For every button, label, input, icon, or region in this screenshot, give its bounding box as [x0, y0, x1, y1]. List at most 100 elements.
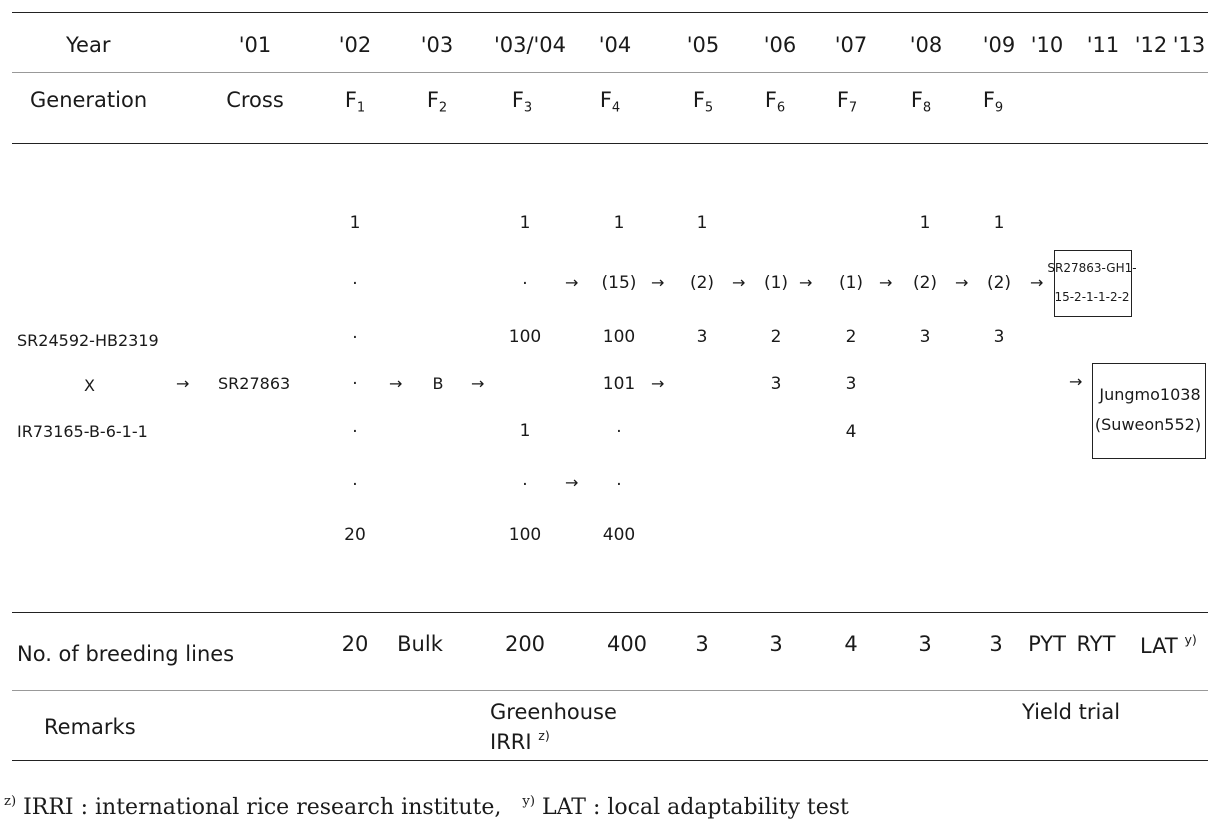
generation-cell: F9	[982, 88, 1004, 116]
generation-label: Generation	[30, 88, 148, 112]
f9-selection: (2)	[986, 273, 1012, 293]
arrow: →	[879, 273, 893, 292]
year-col: '01	[238, 33, 272, 57]
generation-cell: F5	[692, 88, 714, 116]
arrow: →	[651, 374, 665, 393]
f1-bottom: 20	[344, 525, 366, 545]
f4-mid1: 100	[602, 327, 636, 347]
f3-top: 1	[519, 213, 531, 233]
parent1-label: SR24592-HB2319	[17, 331, 159, 350]
lines-cell: 3	[918, 632, 932, 656]
footnote-mark: z)	[4, 794, 17, 809]
footnote-text: LAT : local adaptability test	[541, 795, 849, 821]
header-bottom-rule	[12, 143, 1208, 144]
year-col: '13	[1172, 33, 1206, 57]
year-col: '02	[338, 33, 372, 57]
lines-divider	[12, 690, 1208, 691]
lines-label: No. of breeding lines	[17, 642, 235, 666]
lines-cell: 20	[341, 632, 369, 656]
f8-selection: (2)	[912, 273, 938, 293]
cross-name: SR27863	[218, 374, 291, 393]
f4-bottom: 400	[602, 525, 636, 545]
year-col: '03	[420, 33, 454, 57]
year-col: '11	[1086, 33, 1120, 57]
greenhouse-label: Greenhouse	[490, 700, 617, 724]
f7-selection: (1)	[838, 273, 864, 293]
f3-bottom: 100	[508, 525, 542, 545]
parent2-label: IR73165-B-6-1-1	[17, 422, 148, 441]
generation-cell: F1	[344, 88, 366, 116]
dot: ·	[352, 374, 358, 394]
arrow: →	[732, 273, 746, 292]
year-col: '07	[834, 33, 868, 57]
year-col: '04	[598, 33, 632, 57]
arrow: →	[471, 374, 485, 393]
dot: ·	[522, 475, 528, 495]
ryt-label: RYT	[1076, 632, 1116, 656]
arrow: →	[799, 273, 813, 292]
arrow: →	[1030, 273, 1044, 292]
header-divider	[12, 72, 1208, 73]
year-col: '06	[763, 33, 797, 57]
f8-mid: 3	[919, 327, 931, 347]
dot: ·	[616, 422, 622, 442]
f8-top: 1	[919, 213, 931, 233]
f4-mid2: 101	[602, 374, 636, 394]
arrow: →	[1069, 372, 1083, 391]
dot: ·	[352, 475, 358, 495]
generation-cell: F8	[910, 88, 932, 116]
body-bottom-rule	[12, 612, 1208, 613]
dot: ·	[352, 274, 358, 294]
top-rule	[12, 12, 1208, 13]
f7-mid2: 3	[845, 374, 857, 394]
f9-top: 1	[993, 213, 1005, 233]
generation-cell: F7	[836, 88, 858, 116]
arrow: →	[955, 273, 969, 292]
lines-cell: 200	[504, 632, 546, 656]
variety-name: Jungmo1038	[1099, 385, 1201, 404]
dot: ·	[522, 274, 528, 294]
arrow: →	[565, 273, 579, 292]
f1-top: 1	[349, 213, 361, 233]
lines-cell: 3	[769, 632, 783, 656]
variety-name: (Suweon552)	[1094, 415, 1202, 434]
year-col: '08	[909, 33, 943, 57]
f6-selection: (1)	[763, 273, 789, 293]
arrow: →	[565, 473, 579, 492]
year-col: '05	[686, 33, 720, 57]
year-col: '10	[1030, 33, 1064, 57]
remarks-label: Remarks	[44, 715, 136, 739]
lines-cell: 3	[695, 632, 709, 656]
f6-mid2: 3	[770, 374, 782, 394]
year-col: '03/'04	[493, 33, 567, 57]
generation-cell: F4	[599, 88, 621, 116]
f4-top: 1	[613, 213, 625, 233]
arrow: →	[651, 273, 665, 292]
year-col: '09	[982, 33, 1016, 57]
f7-mid3: 4	[845, 422, 857, 442]
arrow: →	[176, 374, 190, 393]
generation-cell: F3	[511, 88, 533, 116]
f3-mid2: 1	[519, 421, 531, 441]
cross-label: Cross	[226, 88, 284, 112]
final-line-name: 15-2-1-1-2-2	[1054, 290, 1130, 304]
table-bottom-rule	[12, 760, 1208, 761]
variety-box	[1092, 363, 1206, 459]
pyt-label: PYT	[1028, 632, 1066, 656]
arrow: →	[389, 374, 403, 393]
irri-label: IRRI z)	[490, 728, 550, 754]
lines-cell: Bulk	[397, 632, 443, 656]
footnote: z) IRRI : international rice research in…	[4, 795, 849, 819]
f7-mid1: 2	[845, 327, 857, 347]
f6-mid1: 2	[770, 327, 782, 347]
cross-sign: X	[84, 376, 95, 395]
f9-mid: 3	[993, 327, 1005, 347]
lines-cell: 4	[844, 632, 858, 656]
f5-mid: 3	[696, 327, 708, 347]
final-line-name: SR27863-GH1-	[1047, 261, 1137, 275]
yield-trial-label: Yield trial	[1022, 700, 1121, 724]
year-label: Year	[66, 33, 111, 57]
final-line-box	[1054, 250, 1132, 317]
footnote-mark: y)	[522, 794, 535, 809]
generation-cell: F6	[764, 88, 786, 116]
